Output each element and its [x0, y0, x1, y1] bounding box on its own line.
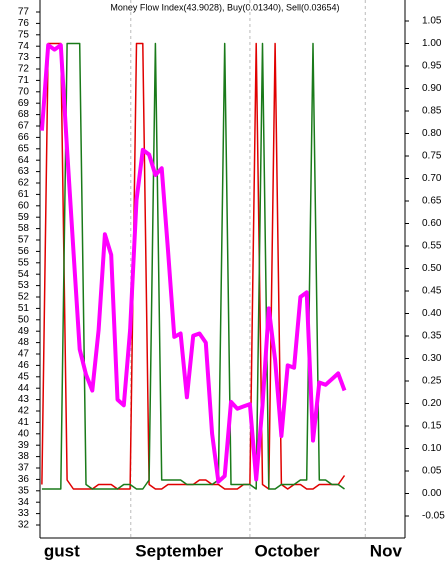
y-tick-label: 67 [18, 121, 30, 132]
y-tick-label: 33 [18, 508, 30, 519]
month-labels: gust September October Nov [44, 541, 403, 560]
y-tick-label: 48 [18, 337, 30, 348]
y-tick-label: 70 [18, 86, 30, 97]
y-tick-label: 56 [18, 246, 30, 257]
y2-tick-label: 0.45 [422, 286, 442, 297]
y-tick-label: 57 [18, 235, 30, 246]
y-tick-label: 64 [18, 155, 30, 166]
y2-tick-label: 0.95 [422, 61, 442, 72]
y-tick-label: 76 [18, 18, 30, 29]
y2-tick-label: 0.05 [422, 466, 442, 477]
y-tick-label: 65 [18, 143, 30, 154]
y-tick-label: 49 [18, 326, 30, 337]
y-tick-label: 62 [18, 178, 30, 189]
y-tick-label: 61 [18, 189, 30, 200]
y-tick-label: 77 [18, 7, 30, 18]
month-label: Nov [370, 541, 403, 560]
y-tick-label: 60 [18, 200, 30, 211]
y2-tick-label: 1.05 [422, 16, 442, 27]
y2-tick-label: 0.75 [422, 151, 442, 162]
y-tick-label: 71 [18, 75, 30, 86]
y2-tick-label: 0.10 [422, 443, 442, 454]
y-tick-label: 47 [18, 349, 30, 360]
y2-tick-label: 0.50 [422, 263, 442, 274]
y2-tick-label: 0.00 [422, 488, 442, 499]
y2-tick-label: 0.30 [422, 353, 442, 364]
month-label: gust [44, 541, 80, 560]
y2-tick-label: -0.05 [422, 511, 445, 522]
series-line [41, 42, 345, 490]
y2-tick-label: 0.65 [422, 196, 442, 207]
y-tick-label: 44 [18, 383, 30, 394]
y-tick-label: 32 [18, 520, 30, 531]
y-tick-label: 45 [18, 371, 30, 382]
y-tick-label: 34 [18, 497, 30, 508]
y-tick-label: 42 [18, 406, 30, 417]
y-tick-label: 38 [18, 451, 30, 462]
y-tick-label: 53 [18, 280, 30, 291]
y-tick-label: 66 [18, 132, 30, 143]
y2-tick-label: 0.85 [422, 106, 442, 117]
y-tick-label: 40 [18, 428, 30, 439]
y-tick-label: 37 [18, 463, 30, 474]
y-tick-label: 58 [18, 223, 30, 234]
y-tick-label: 43 [18, 394, 30, 405]
y-tick-label: 52 [18, 292, 30, 303]
y-tick-label: 35 [18, 485, 30, 496]
y-tick-label: 75 [18, 29, 30, 40]
y2-tick-label: 0.40 [422, 308, 442, 319]
month-label: September [135, 541, 223, 560]
month-label: October [254, 541, 320, 560]
y2-tick-label: 0.70 [422, 173, 442, 184]
y2-tick-label: 0.25 [422, 376, 442, 387]
y2-tick-label: 0.15 [422, 421, 442, 432]
y-tick-label: 36 [18, 474, 30, 485]
y-tick-label: 63 [18, 166, 30, 177]
y-tick-label: 59 [18, 212, 30, 223]
y-tick-label: 55 [18, 257, 30, 268]
y-tick-label: 74 [18, 41, 30, 52]
y-tick-label: 50 [18, 314, 30, 325]
y2-tick-label: 0.90 [422, 83, 442, 94]
chart-title: Money Flow Index(43.9028), Buy(0.01340),… [110, 2, 339, 12]
y2-tick-label: 0.55 [422, 241, 442, 252]
y-tick-label: 39 [18, 440, 30, 451]
y-tick-label: 46 [18, 360, 30, 371]
y-tick-label: 51 [18, 303, 30, 314]
y-tick-label: 73 [18, 52, 30, 63]
y2-tick-label: 0.35 [422, 331, 442, 342]
y2-tick-label: 1.00 [422, 38, 442, 49]
y-tick-label: 41 [18, 417, 30, 428]
y2-tick-label: 0.60 [422, 218, 442, 229]
y-tick-label: 72 [18, 64, 30, 75]
y2-tick-label: 0.20 [422, 398, 442, 409]
y-tick-label: 54 [18, 269, 30, 280]
y-tick-label: 68 [18, 109, 30, 120]
y-tick-label: 69 [18, 98, 30, 109]
series-line [39, 43, 347, 484]
y2-tick-label: 0.80 [422, 128, 442, 139]
